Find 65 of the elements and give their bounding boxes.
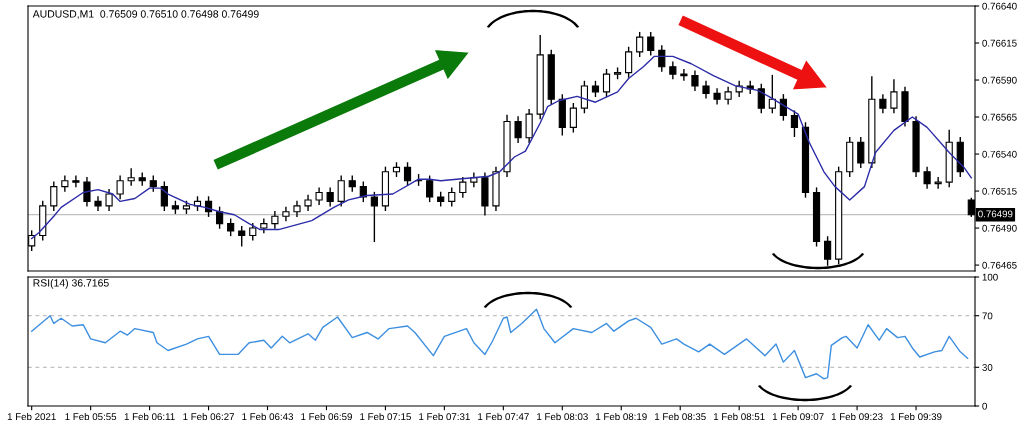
candlestick bbox=[636, 31, 644, 58]
candlestick bbox=[890, 79, 898, 114]
candlestick bbox=[602, 68, 611, 98]
candlestick bbox=[857, 137, 865, 169]
x-tick-label: 1 Feb 06:11 bbox=[124, 412, 175, 421]
x-tick-label: 1 Feb 06:27 bbox=[183, 412, 235, 421]
y-tick-label: 70 bbox=[982, 312, 993, 320]
candlestick bbox=[50, 181, 58, 211]
candlestick bbox=[337, 175, 345, 207]
candlestick bbox=[403, 162, 412, 186]
x-tick-label: 1 Feb 2021 bbox=[7, 412, 56, 421]
chart-title: AUDUSD,M1 0.76509 0.76510 0.76498 0.76499 bbox=[32, 10, 259, 19]
candlestick bbox=[72, 175, 80, 188]
x-tick-label: 1 Feb 06:59 bbox=[301, 412, 352, 421]
candlestick bbox=[370, 191, 378, 243]
candlestick bbox=[426, 175, 434, 203]
y-tick-label: 0.76615 bbox=[982, 39, 1017, 47]
y-tick-label: 0.76565 bbox=[982, 113, 1017, 121]
candlestick bbox=[116, 175, 124, 200]
y-tick-label: 0.76515 bbox=[982, 187, 1017, 195]
x-tick-label: 1 Feb 09:23 bbox=[831, 412, 883, 421]
y-tick-label: 0 bbox=[982, 402, 987, 410]
candlestick bbox=[569, 103, 577, 133]
candlestick bbox=[127, 168, 135, 186]
x-tick-label: 1 Feb 06:43 bbox=[242, 412, 294, 421]
candlestick bbox=[768, 74, 776, 114]
candlestick bbox=[790, 110, 799, 137]
candlestick bbox=[757, 83, 765, 114]
candlestick bbox=[525, 108, 533, 143]
x-tick-label: 1 Feb 08:35 bbox=[655, 412, 706, 421]
chart-title: RSI(14) 36.7165 bbox=[33, 278, 109, 289]
x-tick-label: 1 Feb 08:19 bbox=[596, 412, 647, 421]
y-tick-label: 100 bbox=[982, 273, 998, 281]
x-tick-label: 1 Feb 08:51 bbox=[713, 412, 765, 421]
y-tick-label: 0.76540 bbox=[982, 150, 1017, 158]
candlestick bbox=[691, 70, 699, 92]
y-tick-label: 0.76640 bbox=[982, 2, 1017, 10]
candlestick bbox=[580, 80, 589, 114]
line-series bbox=[30, 308, 969, 380]
candlestick bbox=[459, 177, 467, 198]
x-tick-label: 1 Feb 05:55 bbox=[65, 412, 117, 421]
y-tick-label: 0.76465 bbox=[982, 261, 1017, 269]
x-tick-label: 1 Feb 07:47 bbox=[478, 412, 529, 421]
y-tick-label: 0.76490 bbox=[982, 224, 1017, 232]
candlestick bbox=[680, 68, 688, 81]
x-tick-label: 1 Feb 09:07 bbox=[772, 412, 824, 421]
y-tick-label: 30 bbox=[982, 364, 993, 371]
x-tick-label: 1 Feb 07:31 bbox=[419, 412, 470, 421]
candlestick bbox=[160, 181, 168, 211]
candlestick bbox=[359, 181, 367, 203]
candlestick bbox=[105, 188, 113, 211]
candlestick bbox=[923, 166, 931, 189]
candlestick bbox=[514, 116, 522, 143]
candlestick bbox=[658, 45, 666, 72]
candlestick bbox=[83, 177, 91, 207]
candlestick bbox=[934, 177, 942, 189]
x-tick-label: 1 Feb 08:03 bbox=[537, 412, 588, 421]
candlestick bbox=[238, 225, 246, 247]
ref-line-label: 0.76499 bbox=[978, 210, 1013, 218]
x-tick-label: 1 Feb 09:39 bbox=[890, 412, 942, 421]
candlestick bbox=[625, 46, 633, 78]
y-tick-label: 0.76590 bbox=[982, 76, 1017, 84]
x-tick-label: 1 Feb 07:15 bbox=[360, 412, 411, 421]
candlestick bbox=[647, 31, 655, 56]
candlestick bbox=[94, 196, 102, 211]
